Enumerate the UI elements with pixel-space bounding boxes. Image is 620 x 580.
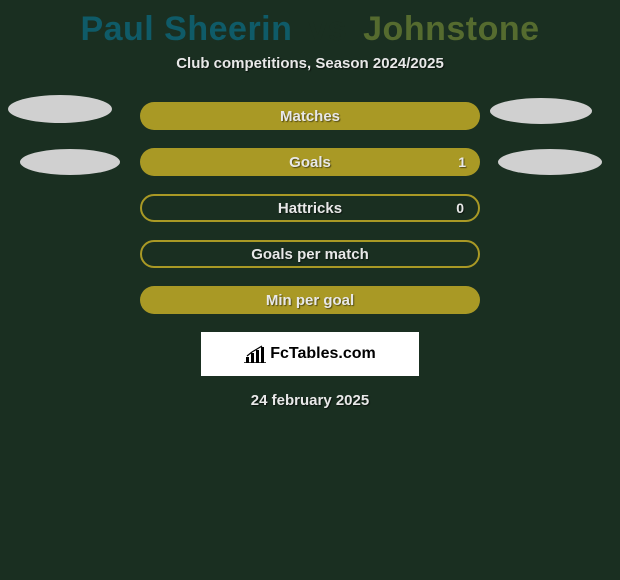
stat-row: Min per goal (0, 286, 620, 314)
site-logo-text: FcTables.com (270, 345, 376, 363)
stat-label: Goals (289, 154, 331, 171)
stat-row: Goals per match (0, 240, 620, 268)
stats-area: Matches Goals 1 Hattricks 0 Goals per match Mi… (0, 102, 620, 314)
stat-row: Goals 1 (0, 148, 620, 176)
stat-row: Hattricks 0 (0, 194, 620, 222)
player1-name: Paul Sheerin (80, 10, 292, 48)
stat-bar: Matches (140, 102, 480, 130)
stat-label: Hattricks (278, 200, 342, 217)
stat-bar: Goals per match (140, 240, 480, 268)
stat-bar: Hattricks 0 (140, 194, 480, 222)
site-logo: FcTables.com (244, 345, 376, 363)
stat-row: Matches (0, 102, 620, 130)
competition-subtitle: Club competitions, Season 2024/2025 (0, 55, 620, 72)
stat-bar: Goals 1 (140, 148, 480, 176)
vs-text: vs (308, 10, 347, 48)
stat-value: 0 (456, 200, 464, 216)
stat-label: Goals per match (251, 246, 369, 263)
stat-label: Min per goal (266, 292, 354, 309)
date-label: 24 february 2025 (0, 392, 620, 409)
stat-bar: Min per goal (140, 286, 480, 314)
comparison-title: Paul Sheerin vs Johnstone (0, 0, 620, 49)
player2-name: Johnstone (363, 10, 539, 48)
bar-chart-icon (244, 345, 266, 363)
stat-value: 1 (458, 154, 466, 170)
site-logo-box: FcTables.com (201, 332, 419, 376)
stat-label: Matches (280, 108, 340, 125)
